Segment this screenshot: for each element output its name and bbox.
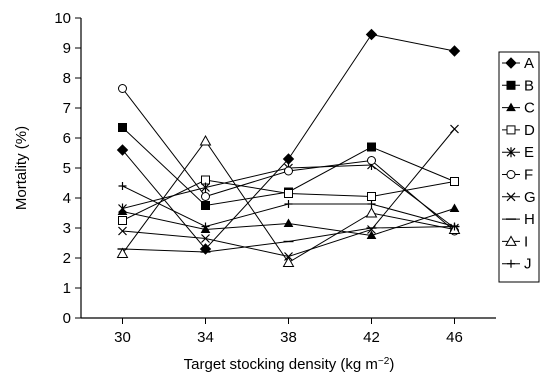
data-point-i [116, 247, 129, 258]
series-c [117, 203, 460, 239]
legend-item-f: F [502, 167, 533, 184]
legend-label-e: E [524, 144, 534, 161]
legend-item-g: G [502, 189, 536, 206]
legend-item-a: A [502, 55, 534, 72]
x-axis-title-main: Target stocking density (kg m [184, 356, 378, 373]
x-tick-label: 46 [446, 329, 463, 346]
legend-label-i: I [524, 233, 528, 250]
data-point-j [450, 222, 459, 231]
data-point-b [118, 123, 127, 132]
y-axis-title: Mortality (%) [13, 126, 30, 210]
data-point-g [201, 234, 210, 243]
legend-marker-j [507, 259, 515, 268]
legend-marker-b [506, 80, 516, 90]
legend-label-f: F [524, 167, 533, 184]
legend-label-g: G [524, 189, 536, 206]
x-tick-label: 34 [197, 329, 214, 346]
legend-marker-d [506, 125, 516, 135]
x-axis-title-exponent: −2 [378, 356, 390, 367]
x-tick-label: 42 [363, 329, 380, 346]
data-point-c [449, 203, 460, 212]
legend-label-b: B [524, 77, 534, 94]
data-point-f [284, 166, 293, 176]
data-point-j [284, 200, 293, 208]
legend-marker-g [506, 192, 516, 202]
data-point-a [365, 28, 378, 41]
legend-item-c: C [502, 100, 535, 117]
y-tick-label: 2 [63, 250, 71, 267]
y-tick-label: 4 [63, 190, 71, 207]
data-point-i [282, 256, 295, 267]
data-point-b [367, 142, 376, 152]
series-h [117, 225, 460, 253]
data-point-g [118, 226, 127, 236]
data-point-f [201, 192, 210, 201]
data-point-d [450, 177, 459, 186]
y-tick-label: 5 [63, 160, 71, 177]
legend-marker-e [506, 147, 516, 158]
data-point-f [118, 84, 127, 93]
legend-box [498, 51, 540, 283]
data-point-a [116, 144, 129, 156]
data-point-d [284, 189, 293, 198]
data-point-j [367, 200, 376, 208]
legend-label-d: D [524, 122, 535, 139]
legend-marker-f [506, 170, 516, 179]
legend-item-b: B [502, 77, 534, 94]
data-point-d [118, 216, 127, 225]
legend-item-d: D [502, 122, 535, 139]
y-tick-label: 1 [63, 280, 71, 297]
x-tick-label: 38 [280, 329, 297, 346]
legend-label-c: C [524, 100, 535, 117]
y-tick-label: 9 [63, 40, 71, 57]
legend-item-i: I [502, 233, 528, 250]
data-point-j [118, 182, 127, 190]
legend-item-h: H [502, 211, 535, 228]
legend-marker-c [506, 102, 516, 112]
series-layer [116, 28, 461, 267]
legend-label-a: A [524, 55, 534, 72]
legend-marker-i [505, 235, 517, 246]
x-axis-title-suffix: ) [389, 356, 394, 373]
series-j [118, 182, 459, 231]
legend-item-j: J [502, 256, 532, 273]
data-point-d [367, 192, 376, 201]
y-tick-label: 10 [54, 10, 71, 27]
data-point-c [283, 218, 294, 227]
data-point-f [367, 156, 376, 165]
y-tick-label: 8 [63, 70, 71, 87]
data-point-g [450, 124, 459, 134]
data-point-e [201, 182, 210, 193]
series-line-a [122, 33, 455, 250]
x-ticks: 30 34 38 42 46 [114, 318, 463, 346]
data-point-i [199, 134, 212, 146]
legend-marker-a [505, 57, 517, 69]
data-point-e [118, 203, 127, 214]
y-tick-label: 6 [63, 130, 71, 147]
legend-label-h: H [524, 211, 535, 228]
data-point-g [367, 225, 376, 234]
y-tick-label: 0 [63, 310, 71, 327]
y-ticks: 0 1 2 3 4 5 6 7 8 9 10 [54, 10, 81, 327]
data-point-c [366, 230, 377, 239]
y-tick-label: 3 [63, 220, 71, 237]
legend-item-e: E [502, 144, 534, 161]
data-point-b [201, 201, 210, 210]
y-tick-label: 7 [63, 100, 71, 117]
series-line-h [122, 226, 455, 253]
x-tick-label: 30 [114, 329, 131, 346]
legend-label-j: J [524, 256, 532, 273]
data-point-a [448, 45, 461, 57]
x-axis-title: Target stocking density (kg m−2) [184, 356, 395, 374]
data-point-j [201, 222, 210, 231]
data-point-i [365, 206, 378, 218]
